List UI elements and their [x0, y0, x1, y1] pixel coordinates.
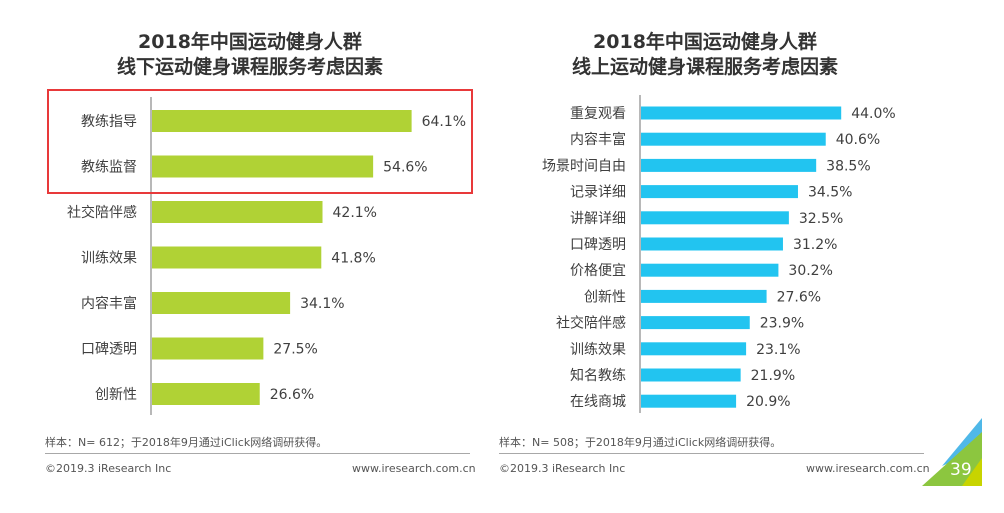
category-label: 训练效果	[570, 342, 626, 358]
bar-5	[152, 292, 291, 314]
left-footer-divider	[45, 453, 470, 454]
category-label: 内容丰富	[570, 131, 626, 148]
category-label: 内容丰富	[81, 295, 137, 312]
bar-7	[641, 263, 779, 277]
bar-9	[641, 316, 750, 330]
category-label: 口碑透明	[81, 342, 137, 358]
category-label: 社交陪伴感	[556, 315, 626, 332]
category-label: 重复观看	[570, 105, 626, 122]
category-label: 教练监督	[81, 160, 137, 176]
right-chart-title-line-1: 2018年中国运动健身人群	[593, 31, 817, 53]
value-label: 41.8%	[331, 251, 375, 267]
bar-10	[641, 342, 747, 356]
category-label: 价格便宜	[570, 263, 626, 279]
corner-lime-shape	[962, 458, 982, 486]
value-label: 34.5%	[808, 185, 852, 201]
category-label: 创新性	[584, 289, 626, 305]
right-chart-title-line-2: 线上运动健身课程服务考虑因素	[571, 56, 838, 78]
category-label: 社交陪伴感	[67, 204, 137, 221]
value-label: 27.6%	[777, 289, 821, 305]
corner-blue-shape	[942, 418, 982, 466]
left-website-link[interactable]: www.iresearch.com.cn	[352, 462, 476, 475]
online-factors-bar-chart: 重复观看 44.0% 内容丰富 40.6% 场景时间自由 38.5% 记录详细 34.5% 讲解…	[542, 95, 896, 413]
value-label: 30.2%	[788, 263, 832, 279]
value-label: 23.1%	[756, 342, 800, 358]
right-sample-note: 样本：N= 508；于2018年9月通过iClick网络调研获得。	[499, 436, 782, 449]
bar-1	[152, 110, 412, 132]
value-label: 31.2%	[793, 237, 837, 253]
offline-factors-bar-chart: 教练指导 64.1% 教练监督 54.6% 社交陪伴感 42.1% 训练效果 41.8% 内容丰…	[67, 97, 466, 415]
category-label: 创新性	[95, 387, 137, 403]
bar-1	[641, 106, 842, 120]
left-chart-title: 2018年中国运动健身人群 线下运动健身课程服务考虑因素	[100, 30, 400, 80]
highlight-box-coach-factors	[47, 89, 473, 194]
left-chart-title-line-2: 线下运动健身课程服务考虑因素	[116, 56, 383, 78]
right-copyright: ©2019.3 iResearch Inc	[499, 462, 626, 475]
bar-2	[152, 155, 374, 178]
category-label: 讲解详细	[570, 211, 626, 227]
value-label: 38.5%	[826, 158, 870, 174]
value-label: 26.6%	[270, 387, 314, 403]
right-website-link[interactable]: www.iresearch.com.cn	[806, 462, 930, 475]
value-label: 20.9%	[746, 394, 790, 410]
category-label: 教练指导	[81, 114, 137, 130]
bar-7	[152, 383, 260, 405]
bar-6	[641, 237, 783, 251]
bar-4	[641, 185, 798, 199]
left-chart-title-line-1: 2018年中国运动健身人群	[138, 31, 362, 53]
corner-green-shape	[922, 432, 982, 486]
right-chart-title: 2018年中国运动健身人群 线上运动健身课程服务考虑因素	[545, 30, 865, 80]
value-label: 21.9%	[751, 368, 795, 384]
category-label: 口碑透明	[570, 237, 626, 253]
bar-6	[152, 337, 264, 360]
category-label: 在线商城	[570, 394, 626, 410]
bar-3	[152, 201, 323, 223]
category-label: 知名教练	[570, 367, 626, 384]
value-label: 27.5%	[273, 342, 317, 358]
left-sample-note: 样本：N= 612；于2018年9月通过iClick网络调研获得。	[45, 436, 328, 449]
right-footer-divider	[499, 453, 924, 454]
value-label: 42.1%	[333, 205, 377, 221]
category-label: 场景时间自由	[542, 158, 626, 174]
bar-8	[641, 289, 767, 303]
category-label: 训练效果	[81, 251, 137, 267]
page-number: 39	[950, 460, 972, 480]
value-label: 32.5%	[799, 211, 843, 227]
value-label: 40.6%	[836, 132, 880, 148]
bar-2	[641, 132, 826, 146]
bar-11	[641, 368, 741, 382]
bar-12	[641, 394, 737, 408]
bar-3	[641, 158, 817, 172]
category-label: 记录详细	[570, 185, 626, 201]
bar-4	[152, 246, 322, 269]
value-label: 64.1%	[422, 114, 466, 130]
value-label: 44.0%	[851, 106, 895, 122]
page-corner-decoration	[922, 418, 982, 486]
left-copyright: ©2019.3 iResearch Inc	[45, 462, 172, 475]
value-label: 34.1%	[300, 296, 344, 312]
bar-5	[641, 211, 789, 225]
value-label: 54.6%	[383, 160, 427, 176]
value-label: 23.9%	[760, 316, 804, 332]
